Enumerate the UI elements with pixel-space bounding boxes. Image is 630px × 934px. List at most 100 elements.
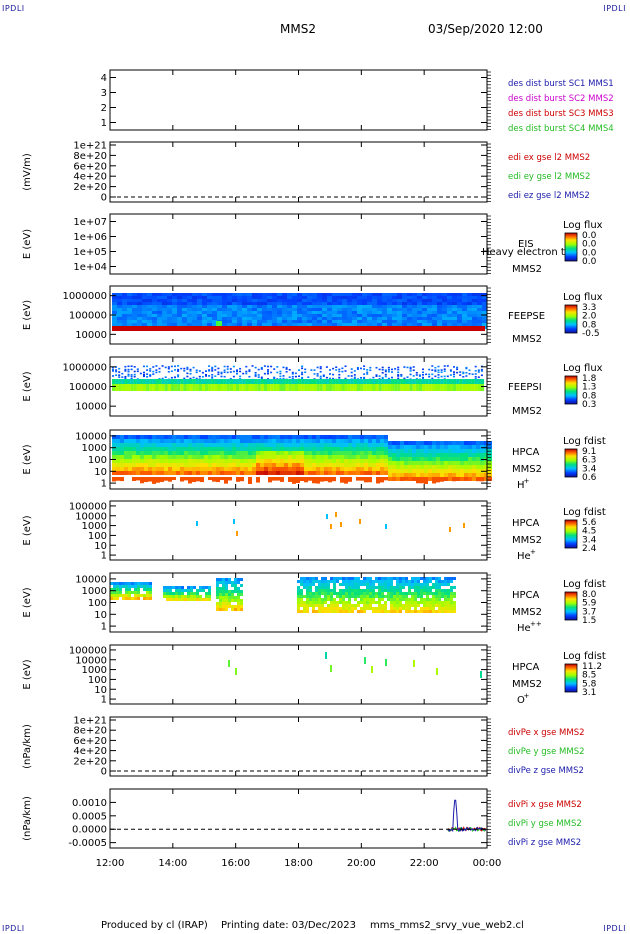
instrument-label: HPCA [512,590,540,601]
spectrogram-cell [332,471,336,475]
spectrogram-cell [472,305,477,308]
spectrogram-cell [291,384,295,391]
spectrogram-cell [456,441,460,445]
spectrogram-cell [457,296,462,299]
spectrogram-cell [402,308,407,311]
y-tick-label: 1e+07 [73,217,107,228]
spectrogram-cell [229,368,232,370]
spectrogram-cell [128,467,132,471]
spectrogram-cell [333,601,336,604]
spectrogram-cell [318,586,321,589]
spectrogram-cell [196,435,200,439]
spectrogram-cell [240,471,244,475]
spectrogram-cell [360,592,363,595]
spectrogram-cell [416,469,420,473]
spectrogram-cell [178,595,181,598]
spectrogram-cell [224,447,228,451]
spectrogram-cell [303,580,306,583]
spectrogram-cell [200,451,204,455]
spectrogram-cell [462,305,467,308]
spectrogram-cell [262,305,267,308]
y-tick-label: 100000 [69,311,107,322]
spectrogram-cell [444,589,447,592]
spectrogram-cell [436,465,440,469]
spectrogram-cell [437,305,442,308]
spectrogram-cell [444,580,447,583]
spectrogram-cell [338,368,341,371]
spectrogram-cell [426,586,429,589]
spectrogram-cell [326,514,328,519]
spectrogram-cell [308,447,312,451]
spectrogram-cell [117,314,122,317]
spectrogram-cell [432,296,437,299]
spectrogram-cell [324,439,328,443]
spectrogram-cell [166,589,169,592]
spectrogram-cell [202,308,207,311]
spectrogram-cell [257,299,262,302]
spectrogram-cell [325,384,330,391]
spectrogram-cell [192,435,196,439]
spectrogram-cell [156,459,160,463]
x-tick-label: 22:00 [410,858,439,869]
spectrogram-cell [312,471,316,475]
spectrogram-cell [183,370,186,372]
spectrogram-cell [176,459,180,463]
spectrogram-cell [167,299,172,302]
spectrogram-cell [441,607,444,610]
spectrogram-cell [237,311,242,314]
spectrogram-cell [318,580,321,583]
spectrogram-cell [130,378,133,380]
spectrogram-cell [212,323,217,326]
spectrogram-cell [382,302,387,305]
spectrogram-cell [354,607,357,610]
spectrogram-cell [440,379,444,384]
spectrogram-cell [438,592,441,595]
spectrogram-cell [388,441,392,445]
spectrogram-cell [181,589,184,592]
spectrogram-cell [472,461,476,465]
spectrogram-cell [152,308,157,311]
spectrogram-cell [462,296,467,299]
spectrogram-cell [427,314,432,317]
spectrogram-cell [411,598,414,601]
spectrogram-cell [438,601,441,604]
spectrogram-cell [452,299,457,302]
spectrogram-cell [162,299,167,302]
spectrogram-cell [220,371,223,374]
spectrogram-cell [184,477,188,481]
spectrogram-cell [267,323,272,326]
spectrogram-cell [340,439,344,443]
spectrogram-cell [252,308,257,311]
spectrogram-cell [348,451,352,455]
spectrogram-cell [477,376,480,379]
y-tick-label: 10000 [75,431,107,442]
spectrogram-cell [345,580,348,583]
spectrogram-cell [164,439,168,443]
spectrogram-cell [262,320,267,323]
spectrogram-cell [332,443,336,447]
spectrogram-cell [284,471,288,475]
spectrogram-cell [352,299,357,302]
spectrogram-cell [309,580,312,583]
spectrogram-cell [224,459,228,463]
spectrogram-cell [304,368,307,371]
spectrogram-cell [424,445,428,449]
spectrogram-cell [207,323,212,326]
spectrogram-cell [156,451,160,455]
spectrogram-cell [428,441,432,445]
spectrogram-cell [457,311,462,314]
spectrogram-cell [297,293,302,296]
spectrogram-cell [372,320,377,323]
spectrogram-cell [399,610,402,613]
spectrogram-cell [437,311,442,314]
spectrogram-cell [342,604,345,607]
spectrogram-cell [480,453,484,457]
panel-frame [109,69,488,131]
colorbar-tick-label: 3.1 [582,688,596,698]
spectrogram-cell [288,471,292,475]
spectrogram-cell [144,447,148,451]
spectrogram-cell [306,601,309,604]
spectrogram-cell [357,305,362,308]
spectrogram-cell [226,379,230,384]
spectrogram-cell [426,601,429,604]
